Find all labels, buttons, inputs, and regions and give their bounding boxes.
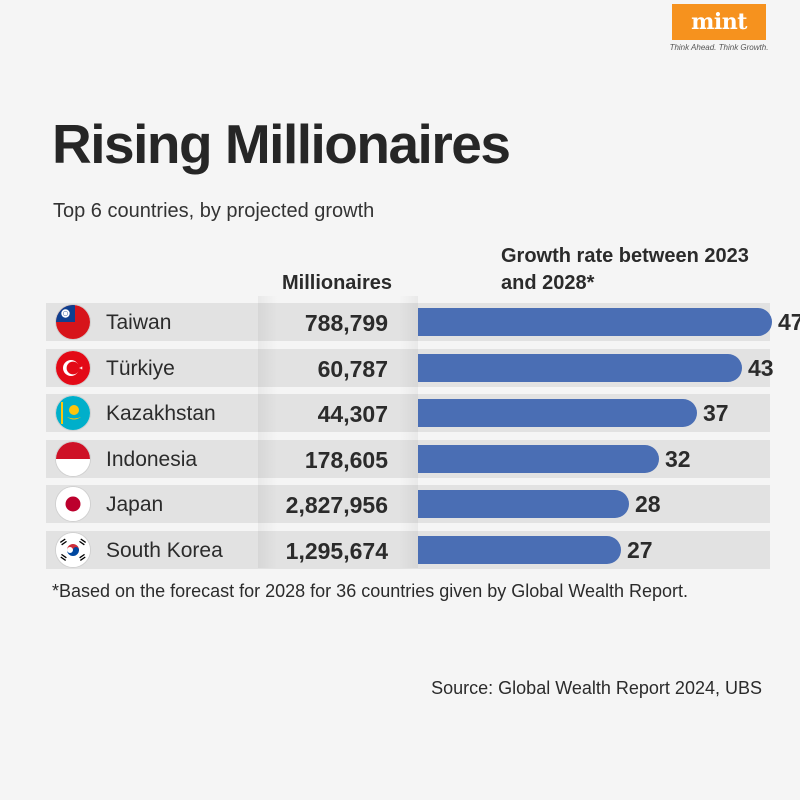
chart-row: South Korea 1,295,674 27 <box>46 531 770 569</box>
growth-bar <box>418 308 772 336</box>
country-label: Taiwan <box>106 311 172 334</box>
south-korea-flag-icon <box>56 533 90 567</box>
growth-value-label: 43 <box>748 355 774 381</box>
growth-column-header: Growth rate between 2023 and 2028* <box>501 245 749 294</box>
footnote: *Based on the forecast for 2028 for 36 c… <box>52 581 689 601</box>
brand-tagline: Think Ahead. Think Growth. <box>669 43 769 52</box>
chart-row: Taiwan 788,799 47 <box>46 303 800 341</box>
country-label: Kazakhstan <box>106 402 216 425</box>
taiwan-flag-icon <box>56 305 90 339</box>
growth-value-label: 47 <box>778 309 800 335</box>
growth-value-label: 27 <box>627 537 653 563</box>
kazakhstan-flag-icon <box>56 396 90 430</box>
chart-row: Kazakhstan 44,307 37 <box>46 394 770 432</box>
growth-bar <box>418 354 742 382</box>
chart-row: Türkiye 60,787 43 <box>46 349 774 387</box>
millionaires-column-header: Millionaires <box>281 272 393 294</box>
millionaires-value: 1,295,674 <box>285 538 388 564</box>
growth-bar <box>418 536 621 564</box>
turkiye-flag-icon <box>56 351 90 385</box>
indonesia-flag-icon <box>56 442 90 476</box>
millionaires-value: 60,787 <box>317 356 388 382</box>
source-note: Source: Global Wealth Report 2024, UBS <box>431 678 762 698</box>
millionaires-value: 788,799 <box>304 310 388 336</box>
millionaires-value: 178,605 <box>304 447 388 473</box>
growth-bar <box>418 399 697 427</box>
country-label: South Korea <box>106 539 223 562</box>
chart-row: Indonesia 178,605 32 <box>46 440 770 478</box>
page-title: Rising Millionaires <box>52 113 511 175</box>
japan-flag-icon <box>56 487 90 521</box>
millionaires-value: 44,307 <box>317 401 388 427</box>
chart-row: Japan 2,827,956 28 <box>46 485 770 523</box>
growth-value-label: 32 <box>665 446 691 472</box>
country-label: Indonesia <box>106 448 198 471</box>
growth-bar <box>418 490 629 518</box>
growth-bar <box>418 445 659 473</box>
mint-logo: mint <box>672 4 766 40</box>
millionaires-value: 2,827,956 <box>285 492 388 518</box>
growth-value-label: 28 <box>635 491 661 517</box>
country-label: Japan <box>106 493 164 516</box>
country-label: Türkiye <box>106 357 175 380</box>
page-subtitle: Top 6 countries, by projected growth <box>53 200 375 222</box>
growth-value-label: 37 <box>703 400 729 426</box>
